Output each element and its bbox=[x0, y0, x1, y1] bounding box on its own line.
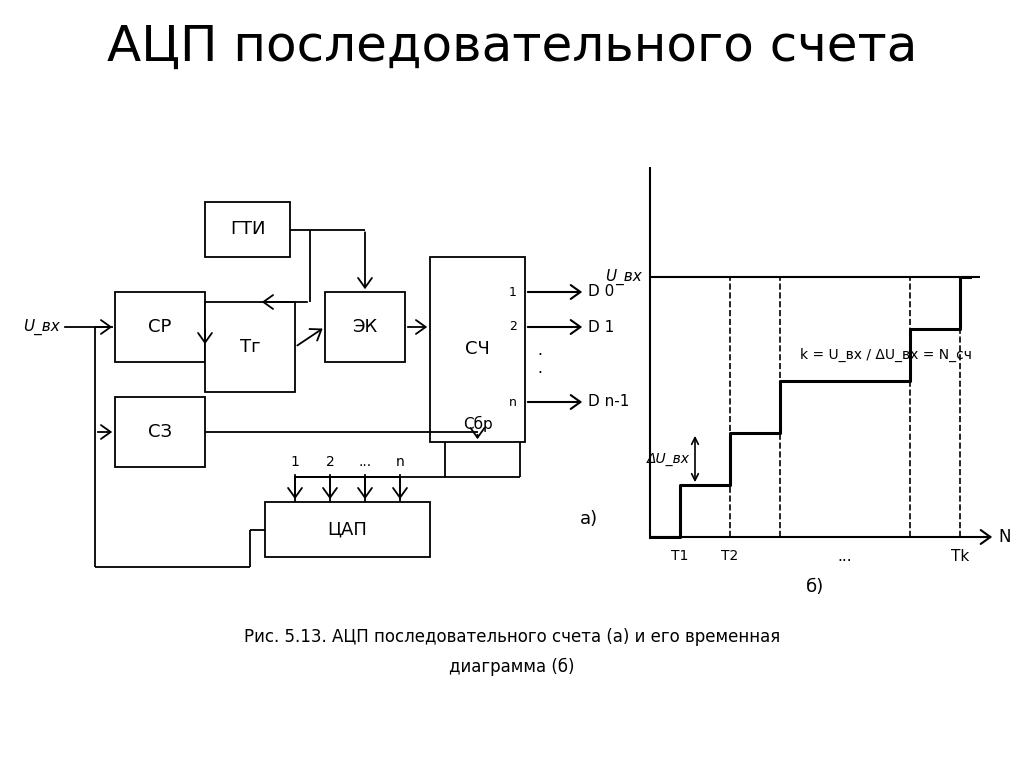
Text: ·
·: · · bbox=[538, 348, 543, 380]
Text: а): а) bbox=[580, 510, 598, 528]
Text: ЦАП: ЦАП bbox=[328, 521, 368, 538]
Text: n: n bbox=[509, 396, 517, 409]
Text: ГТИ: ГТИ bbox=[229, 220, 265, 239]
Bar bbox=[115, 397, 205, 467]
Text: Сбр: Сбр bbox=[463, 416, 493, 432]
Bar bbox=[205, 202, 290, 257]
Text: T1: T1 bbox=[672, 549, 689, 563]
Text: N: N bbox=[998, 528, 1011, 546]
Text: n: n bbox=[395, 455, 404, 469]
Text: АЦП последовательного счета: АЦП последовательного счета bbox=[106, 23, 918, 71]
Text: СР: СР bbox=[148, 318, 172, 336]
Text: D 0: D 0 bbox=[588, 285, 614, 299]
Text: СЗ: СЗ bbox=[147, 423, 172, 441]
Text: ЭК: ЭК bbox=[352, 318, 378, 336]
Bar bbox=[115, 292, 205, 362]
Text: k = U_вх / ΔU_вх = N_сч: k = U_вх / ΔU_вх = N_сч bbox=[800, 348, 972, 362]
Text: 1: 1 bbox=[291, 455, 299, 469]
Bar bbox=[205, 302, 295, 392]
Bar bbox=[265, 502, 430, 557]
Text: U_вх: U_вх bbox=[24, 319, 60, 335]
Text: б): б) bbox=[806, 578, 824, 596]
Bar bbox=[325, 292, 406, 362]
Text: Рис. 5.13. АЦП последовательного счета (а) и его временная
диаграмма (б): Рис. 5.13. АЦП последовательного счета (… bbox=[244, 628, 780, 676]
Text: D n-1: D n-1 bbox=[588, 394, 630, 410]
Text: ...: ... bbox=[838, 549, 852, 564]
Text: T2: T2 bbox=[721, 549, 738, 563]
Text: ΔU_вх: ΔU_вх bbox=[647, 452, 690, 466]
Bar bbox=[430, 257, 525, 442]
Text: Тг: Тг bbox=[240, 338, 260, 356]
Text: ...: ... bbox=[358, 455, 372, 469]
Text: D 1: D 1 bbox=[588, 320, 614, 334]
Text: Tk: Tk bbox=[951, 549, 969, 564]
Text: U_вх: U_вх bbox=[605, 269, 642, 285]
Text: 2: 2 bbox=[326, 455, 335, 469]
Text: СЧ: СЧ bbox=[465, 341, 489, 358]
Text: 1: 1 bbox=[509, 285, 517, 298]
Text: 2: 2 bbox=[509, 321, 517, 334]
